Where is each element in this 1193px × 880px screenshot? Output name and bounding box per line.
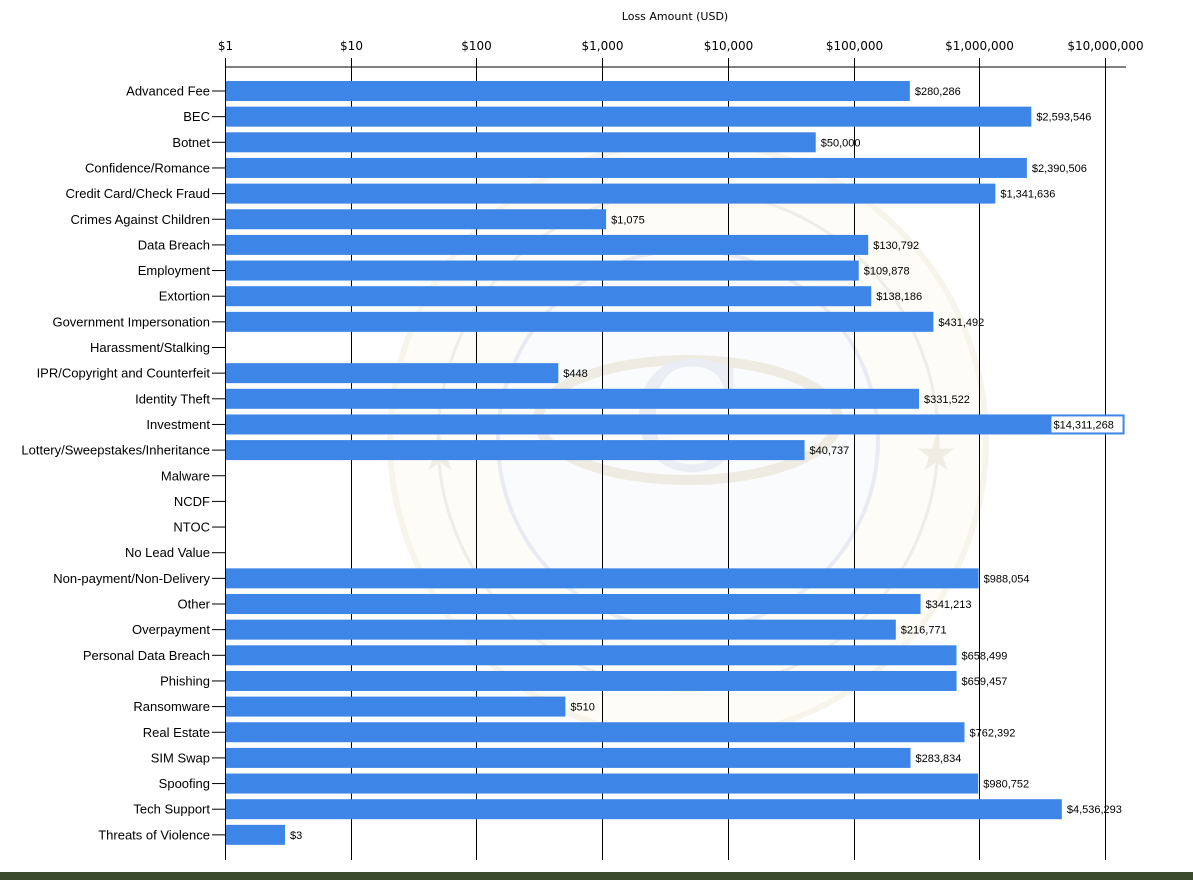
value-label: $331,522: [924, 394, 970, 406]
category-label: Identity Theft: [135, 391, 210, 406]
category-label: No Lead Value: [125, 545, 210, 560]
bar: [225, 234, 869, 255]
value-label: $431,492: [938, 317, 984, 329]
category-label: Confidence/Romance: [85, 160, 210, 175]
x-tick-label: $100,000: [826, 39, 883, 53]
x-tick-label: $100: [461, 39, 492, 53]
category-label: Malware: [161, 468, 210, 483]
bar: [225, 414, 1125, 435]
category-label: Tech Support: [133, 802, 210, 817]
category-label: Non-payment/Non-Delivery: [53, 571, 210, 586]
category-label: Employment: [138, 263, 211, 278]
bar: [225, 157, 1027, 178]
category-label: Harassment/Stalking: [90, 340, 210, 355]
bar: [225, 209, 607, 230]
value-label: $659,457: [962, 676, 1008, 688]
bar: [225, 440, 805, 461]
category-label: Data Breach: [138, 237, 210, 252]
x-tick-label: $1,000: [582, 39, 624, 53]
category-label: Other: [177, 597, 210, 612]
value-label: $762,392: [969, 727, 1015, 739]
value-label: $510: [570, 702, 594, 714]
bar: [225, 824, 285, 845]
category-label: Real Estate: [143, 725, 210, 740]
x-tick-label: $1: [218, 39, 233, 53]
category-label: Ransomware: [133, 699, 210, 714]
value-label: $988,054: [984, 573, 1030, 585]
bar: [225, 773, 979, 794]
value-label: $448: [563, 368, 587, 380]
bar: [225, 388, 920, 409]
category-label: Crimes Against Children: [71, 212, 210, 227]
value-label: $658,499: [961, 650, 1007, 662]
footer-strip: [0, 872, 1193, 880]
value-label-box: [1051, 416, 1123, 433]
value-label: $1,075: [611, 214, 645, 226]
value-label: $2,390,506: [1032, 163, 1087, 175]
value-label: $341,213: [926, 599, 972, 611]
category-label: Spoofing: [159, 776, 210, 791]
bar: [225, 260, 859, 281]
x-axis-title: Loss Amount (USD): [622, 10, 728, 23]
bar: [225, 799, 1062, 820]
category-label: Overpayment: [132, 622, 210, 637]
value-label: $138,186: [876, 291, 922, 303]
bar: [225, 619, 896, 640]
bar: [225, 286, 872, 307]
value-label: $2,593,546: [1036, 112, 1091, 124]
category-label: Advanced Fee: [126, 84, 210, 99]
x-tick-label: $1,000,000: [945, 39, 1014, 53]
value-label: $280,286: [915, 86, 961, 98]
value-label: $4,536,293: [1067, 804, 1122, 816]
category-label: BEC: [183, 109, 210, 124]
x-axis-ticks: $1 $10 $100 $1,000 $10,000 $100,000 $1,000,000…: [218, 39, 1144, 53]
y-axis-categories: Advanced Fee BEC Botnet Confidence/Romance C…: [21, 58, 226, 860]
bar: [225, 183, 996, 204]
bar: [225, 132, 816, 153]
category-label: Lottery/Sweepstakes/Inheritance: [21, 443, 210, 458]
value-label: $109,878: [864, 266, 910, 278]
value-label: $3: [290, 830, 302, 842]
value-label: $50,000: [821, 137, 861, 149]
bar: [225, 645, 957, 666]
value-label: $1,341,636: [1000, 189, 1055, 201]
category-label: Investment: [146, 417, 210, 432]
value-label: $216,771: [901, 625, 947, 637]
bars: $280,286 $2,593,546 $50,000 $2,390,506 $1,34…: [225, 81, 1125, 845]
category-label: Personal Data Breach: [83, 648, 210, 663]
bar: [225, 594, 921, 614]
bar: [225, 696, 566, 717]
bar: [225, 363, 559, 384]
svg-text:★: ★: [914, 426, 957, 482]
x-tick-label: $10,000: [704, 39, 754, 53]
category-label: SIM Swap: [151, 750, 210, 765]
category-label: Government Impersonation: [52, 314, 210, 329]
category-label: IPR/Copyright and Counterfeit: [37, 366, 211, 381]
bar: [225, 81, 910, 101]
category-label: NTOC: [173, 520, 210, 535]
bar: [225, 722, 965, 743]
value-label: $14,311,268: [1053, 419, 1113, 431]
bar: [225, 670, 957, 691]
category-label: Credit Card/Check Fraud: [66, 186, 211, 201]
bar: [225, 747, 911, 768]
value-label: $283,834: [916, 753, 962, 765]
category-label: Threats of Violence: [98, 827, 210, 842]
bar: [225, 106, 1032, 127]
value-label: $980,752: [983, 779, 1029, 791]
bar: [225, 311, 934, 332]
category-label: Botnet: [172, 135, 210, 150]
value-label: $130,792: [873, 240, 919, 252]
value-label: $40,737: [810, 445, 850, 457]
x-tick-label: $10: [340, 39, 363, 53]
x-tick-label: $10,000,000: [1067, 39, 1143, 53]
category-label: Phishing: [160, 673, 210, 688]
bar: [225, 568, 979, 589]
category-label: Extortion: [159, 289, 210, 304]
category-label: NCDF: [174, 494, 210, 509]
